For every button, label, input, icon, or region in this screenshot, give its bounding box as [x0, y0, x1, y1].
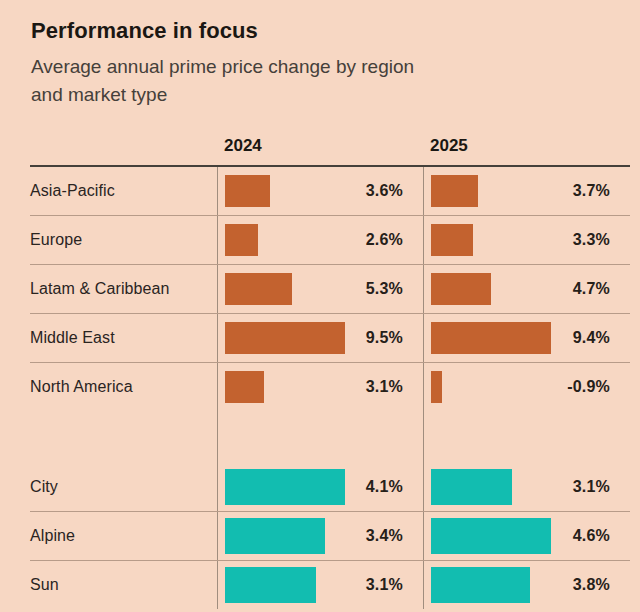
- value-bar-2025: [431, 273, 491, 305]
- value-bar-2024: [225, 224, 258, 256]
- row-label: Alpine: [30, 512, 217, 560]
- year-cell-2024: 3.6%: [217, 167, 423, 215]
- year-cell-2024: 3.1%: [217, 363, 423, 411]
- table-row: Latam & Caribbean 5.3% 4.7%: [30, 265, 630, 314]
- table-body: Asia-Pacific 3.6% 3.7% Europe 2.6% 3.3% …: [30, 167, 630, 609]
- value-label-2024: 4.1%: [366, 478, 403, 496]
- spacer-year-cell-2024: [217, 411, 423, 463]
- year-cell-2024: 3.4%: [217, 512, 423, 560]
- value-label-2024: 3.1%: [366, 576, 403, 594]
- year-cell-2024: 5.3%: [217, 265, 423, 313]
- spacer-year-cell-2025: [423, 411, 630, 463]
- subtitle-line-2: and market type: [31, 84, 167, 105]
- year-cell-2025: 3.8%: [423, 561, 630, 609]
- row-label: Asia-Pacific: [30, 167, 217, 215]
- header-spacer-cell: [30, 133, 217, 165]
- value-label-2025: 3.7%: [573, 182, 610, 200]
- chart-subtitle: Average annual prime price change by reg…: [31, 53, 630, 109]
- value-bar-2025: [431, 567, 530, 603]
- value-label-2025: 4.6%: [573, 527, 610, 545]
- value-label-2024: 5.3%: [366, 280, 403, 298]
- section-spacer-row: [30, 411, 630, 463]
- value-bar-2024: [225, 175, 270, 207]
- year-cell-2025: 3.1%: [423, 463, 630, 511]
- row-label: Europe: [30, 216, 217, 264]
- value-label-2024: 3.4%: [366, 527, 403, 545]
- value-label-2025: 4.7%: [573, 280, 610, 298]
- table-row: Sun 3.1% 3.8%: [30, 561, 630, 609]
- row-label: Sun: [30, 561, 217, 609]
- row-label: North America: [30, 363, 217, 411]
- year-cell-2024: 2.6%: [217, 216, 423, 264]
- value-label-2025: 3.8%: [573, 576, 610, 594]
- subtitle-line-1: Average annual prime price change by reg…: [31, 56, 414, 77]
- row-label: Latam & Caribbean: [30, 265, 217, 313]
- year-cell-2025: 4.7%: [423, 265, 630, 313]
- value-label-2025: 9.4%: [573, 329, 610, 347]
- table-row: Alpine 3.4% 4.6%: [30, 512, 630, 561]
- value-bar-2024: [225, 371, 264, 403]
- column-header-2025: 2025: [423, 133, 630, 165]
- value-label-2025: -0.9%: [567, 378, 610, 396]
- spacer-label-cell: [30, 411, 217, 463]
- value-bar-2025: [431, 175, 478, 207]
- year-cell-2025: 9.4%: [423, 314, 630, 362]
- year-cell-2025: 3.3%: [423, 216, 630, 264]
- value-bar-2024: [225, 273, 292, 305]
- chart-card: Performance in focus Average annual prim…: [30, 0, 630, 609]
- value-bar-2025: [431, 371, 442, 403]
- row-label: Middle East: [30, 314, 217, 362]
- value-bar-2024: [225, 567, 316, 603]
- value-bar-2025: [431, 469, 512, 505]
- year-cell-2025: 3.7%: [423, 167, 630, 215]
- table-row: City 4.1% 3.1%: [30, 463, 630, 512]
- value-label-2024: 9.5%: [366, 329, 403, 347]
- row-label: City: [30, 463, 217, 511]
- value-bar-2025: [431, 518, 551, 554]
- value-label-2024: 2.6%: [366, 231, 403, 249]
- year-cell-2024: 4.1%: [217, 463, 423, 511]
- value-bar-2024: [225, 322, 345, 354]
- table-row: North America 3.1% -0.9%: [30, 363, 630, 411]
- value-bar-2024: [225, 469, 345, 505]
- table-row: Asia-Pacific 3.6% 3.7%: [30, 167, 630, 216]
- year-cell-2024: 3.1%: [217, 561, 423, 609]
- bar-chart-table: 2024 2025 Asia-Pacific 3.6% 3.7% Europe …: [30, 133, 630, 609]
- value-bar-2025: [431, 224, 473, 256]
- year-cell-2025: 4.6%: [423, 512, 630, 560]
- value-label-2024: 3.6%: [366, 182, 403, 200]
- column-header-2024: 2024: [217, 133, 423, 165]
- value-label-2024: 3.1%: [366, 378, 403, 396]
- value-label-2025: 3.1%: [573, 478, 610, 496]
- value-bar-2025: [431, 322, 551, 354]
- value-bar-2024: [225, 518, 325, 554]
- value-label-2025: 3.3%: [573, 231, 610, 249]
- column-header-row: 2024 2025: [30, 133, 630, 167]
- year-cell-2024: 9.5%: [217, 314, 423, 362]
- year-cell-2025: -0.9%: [423, 363, 630, 411]
- page-title: Performance in focus: [31, 18, 630, 44]
- table-row: Europe 2.6% 3.3%: [30, 216, 630, 265]
- table-row: Middle East 9.5% 9.4%: [30, 314, 630, 363]
